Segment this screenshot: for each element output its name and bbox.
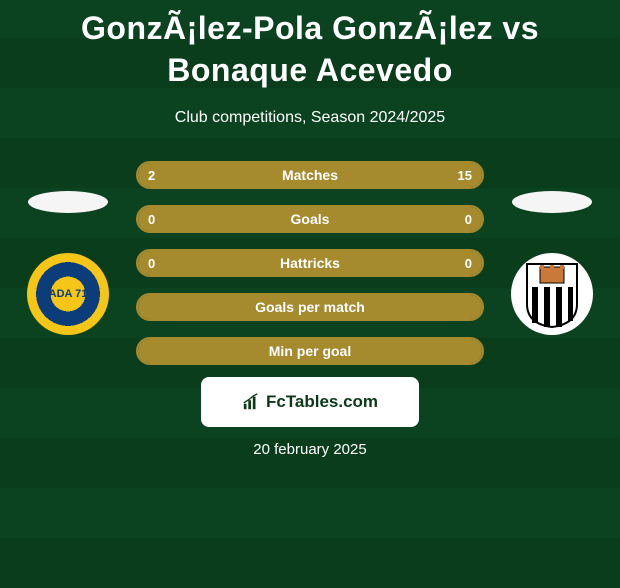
comparison-body: ADA 71 2 Matches 15 0 Goals 0 0 Hattricks 0 Goals…: [10, 161, 610, 365]
stat-label: Goals per match: [255, 299, 365, 315]
stat-label: Goals: [291, 211, 330, 227]
stat-bar-right: [310, 207, 482, 231]
right-avatar-placeholder: [512, 191, 592, 213]
stat-value-left: 0: [148, 256, 155, 271]
stat-label: Hattricks: [280, 255, 340, 271]
comparison-date: 20 february 2025: [10, 441, 610, 458]
stat-label: Min per goal: [269, 343, 351, 359]
stat-bar-left: [138, 163, 179, 187]
stat-label: Matches: [282, 167, 338, 183]
comparison-title: GonzÃ¡lez-Pola GonzÃ¡lez vs Bonaque Acev…: [10, 8, 610, 91]
stat-row: 0 Goals 0: [136, 205, 484, 233]
left-club-crest: ADA 71: [27, 253, 109, 335]
left-avatar-placeholder: [28, 191, 108, 213]
left-crest-label: ADA 71: [49, 289, 88, 300]
stat-value-left: 0: [148, 212, 155, 227]
stat-value-right: 15: [458, 168, 472, 183]
chart-icon: [242, 393, 260, 411]
stat-value-right: 0: [465, 212, 472, 227]
season-subtitle: Club competitions, Season 2024/2025: [10, 109, 610, 127]
left-player-col: ADA 71: [18, 191, 118, 335]
footer-branding[interactable]: FcTables.com: [201, 377, 419, 427]
merida-shield-icon: [522, 259, 582, 329]
right-club-crest: [511, 253, 593, 335]
stat-row: Goals per match: [136, 293, 484, 321]
stat-row: 0 Hattricks 0: [136, 249, 484, 277]
stat-row: Min per goal: [136, 337, 484, 365]
stat-value-left: 2: [148, 168, 155, 183]
stat-bar-left: [138, 207, 310, 231]
footer-label: FcTables.com: [266, 392, 378, 412]
stat-value-right: 0: [465, 256, 472, 271]
stat-row: 2 Matches 15: [136, 161, 484, 189]
right-player-col: [502, 191, 602, 335]
stat-bars-container: 2 Matches 15 0 Goals 0 0 Hattricks 0 Goals per ma…: [136, 161, 484, 365]
